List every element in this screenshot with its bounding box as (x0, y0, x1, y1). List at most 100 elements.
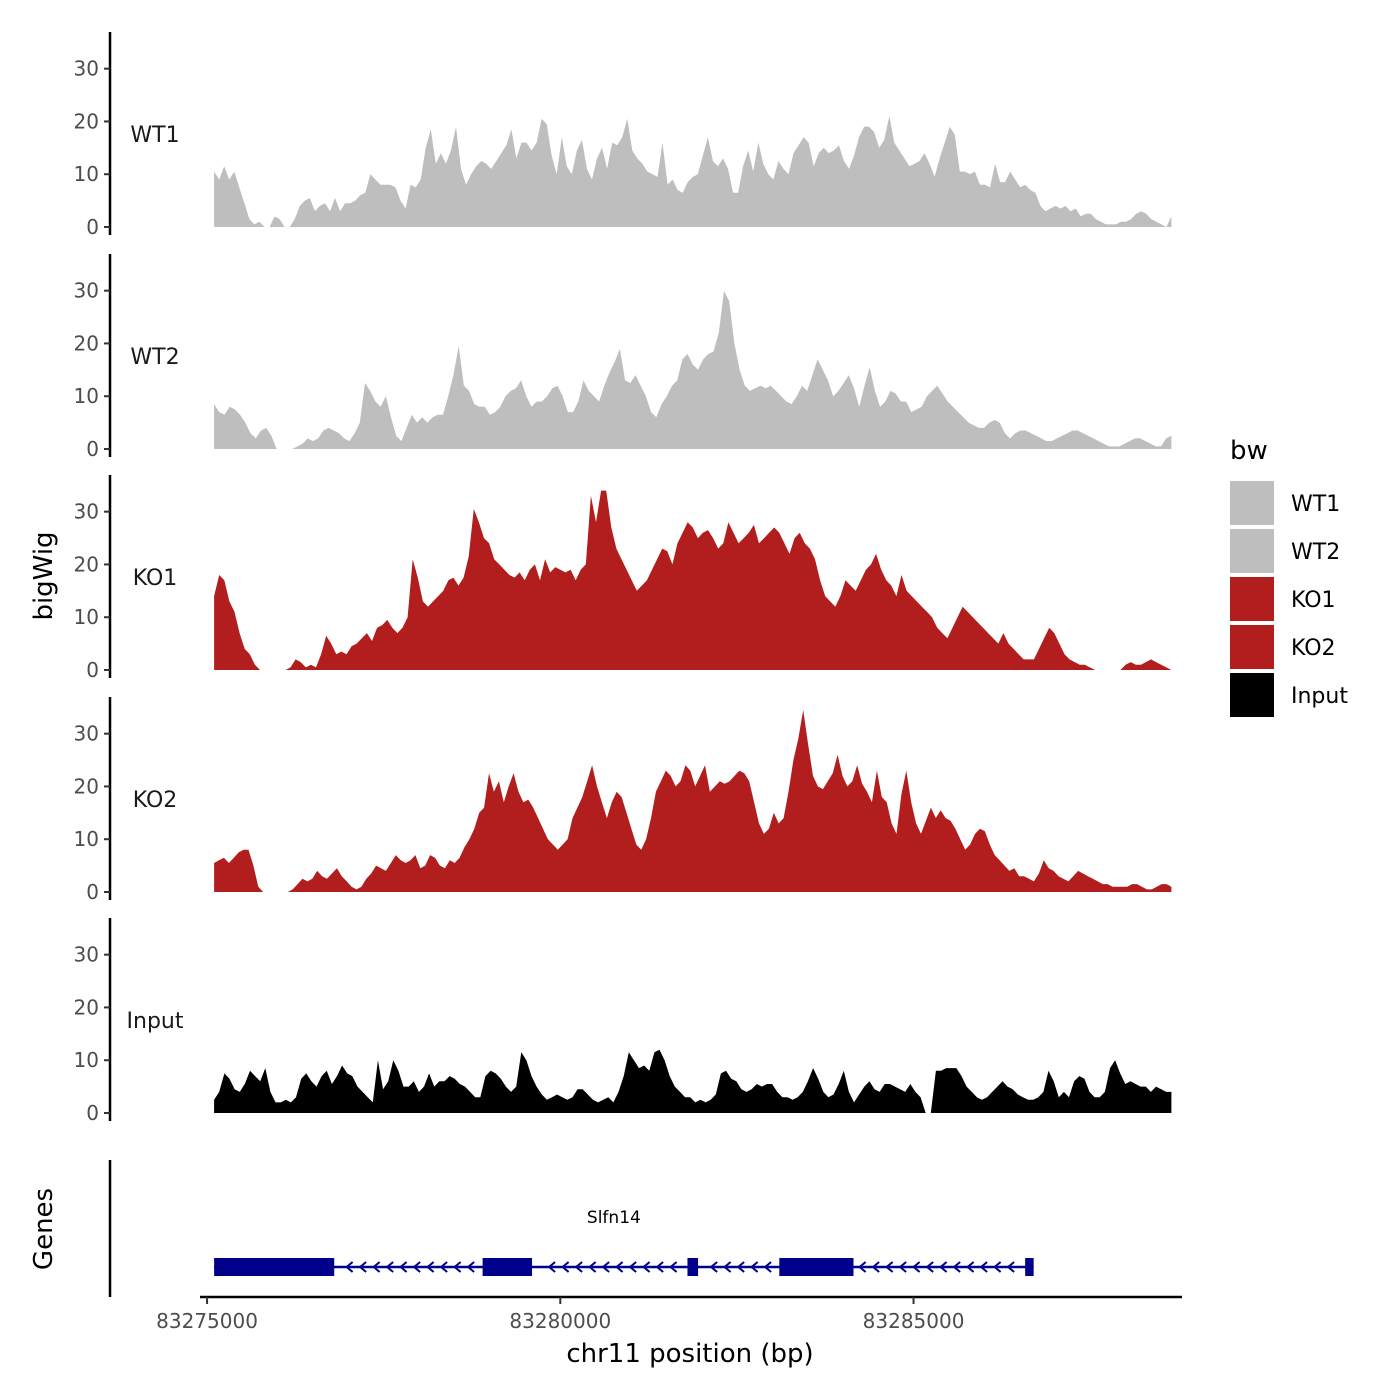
y-tick-label-ko1-10: 10 (74, 605, 99, 629)
gene-strand-chevron (966, 1261, 975, 1273)
gene-strand-chevron (439, 1261, 448, 1273)
track-label-wt1: WT1 (130, 123, 179, 148)
area-wt2 (214, 290, 1172, 449)
y-tick-label-input-0: 0 (86, 1101, 99, 1125)
legend-swatch-input (1228, 671, 1276, 719)
track-ko1: 0 10 20 30 KO1 (74, 475, 1172, 682)
gene-strand-chevron (1006, 1261, 1015, 1273)
gene-strand-chevron (372, 1261, 381, 1273)
legend-label-wt1: WT1 (1291, 492, 1340, 517)
legend-swatch-ko1 (1228, 575, 1276, 623)
gene-strand-chevron (723, 1261, 732, 1273)
track-label-ko2: KO2 (133, 788, 178, 813)
track-wt2: 0 10 20 30 WT2 (74, 254, 1172, 461)
y-tick-label-ko1-30: 30 (74, 500, 99, 524)
gene-strand-chevron (750, 1261, 759, 1273)
gene-exon-2 (482, 1258, 533, 1276)
gene-strand-chevron (385, 1261, 394, 1273)
gene-name-label: Slfn14 (587, 1208, 641, 1228)
y-tick-label-input-20: 20 (74, 995, 99, 1019)
y-tick-label-ko2-30: 30 (74, 722, 99, 746)
area-ko1 (214, 490, 1172, 670)
y-tick-label-wt2-20: 20 (74, 331, 99, 355)
legend-swatch-wt2 (1228, 527, 1276, 575)
y-tick-label-wt1-30: 30 (74, 57, 99, 81)
gene-strand-chevron (979, 1261, 988, 1273)
y-tick-label-ko2-0: 0 (86, 880, 99, 904)
gene-strand-chevron (858, 1261, 867, 1273)
y-tick-label-ko2-10: 10 (74, 827, 99, 851)
gene-track: Slfn14 (108, 1160, 1034, 1297)
gene-strand-chevron (709, 1261, 718, 1273)
track-wt1: 0 10 20 30 WT1 (74, 32, 1172, 239)
y-tick-label-input-10: 10 (74, 1048, 99, 1072)
gene-strand-chevron (628, 1261, 637, 1273)
gene-strand-chevron (993, 1261, 1002, 1273)
y-axis-title: bigWig (29, 531, 59, 620)
y-tick-label-wt1-10: 10 (74, 162, 99, 186)
y-tick-label-ko1-20: 20 (74, 552, 99, 576)
y-tick-label-wt1-20: 20 (74, 109, 99, 133)
legend: bw WT1 WT2 KO1 KO2 Input (1228, 436, 1348, 719)
area-wt1 (214, 116, 1172, 227)
gene-strand-chevron (588, 1261, 597, 1273)
y-tick-label-wt2-0: 0 (86, 437, 99, 461)
x-tick-label-83275000: 83275000 (156, 1309, 258, 1333)
y-tick-label-input-30: 30 (74, 943, 99, 967)
x-axis-title: chr11 position (bp) (566, 1339, 813, 1369)
gene-exon-1 (214, 1258, 335, 1276)
legend-label-input: Input (1291, 684, 1348, 709)
area-ko2 (214, 709, 1172, 892)
legend-title: bw (1230, 436, 1268, 466)
x-axis: 83275000 83280000 83285000 (156, 1295, 1182, 1333)
x-tick-label-83285000: 83285000 (863, 1309, 965, 1333)
gene-strand-chevron (925, 1261, 934, 1273)
track-ko2: 0 10 20 30 KO2 (74, 697, 1172, 904)
legend-swatch-ko2 (1228, 623, 1276, 671)
gene-strand-chevron (898, 1261, 907, 1273)
y-tick-label-ko2-20: 20 (74, 774, 99, 798)
legend-label-wt2: WT2 (1291, 540, 1340, 565)
coverage-tracks: 0 10 20 30 WT1 0 10 20 30 WT2 0 10 20 30 KO1 0 10 20 30 KO2… (74, 32, 1172, 1125)
gene-strand-chevron (736, 1261, 745, 1273)
y-tick-label-wt2-30: 30 (74, 279, 99, 303)
gene-strand-chevron (412, 1261, 421, 1273)
gene-strand-chevron (466, 1261, 475, 1273)
gene-strand-chevron (912, 1261, 921, 1273)
gene-exon-4 (779, 1258, 854, 1276)
track-input: 0 10 20 30 Input (74, 918, 1172, 1125)
gene-strand-chevron (453, 1261, 462, 1273)
gene-strand-chevron (561, 1261, 570, 1273)
legend-swatch-wt1 (1228, 479, 1276, 527)
y-tick-label-wt1-0: 0 (86, 215, 99, 239)
x-tick-label-83280000: 83280000 (509, 1309, 611, 1333)
track-label-input: Input (127, 1009, 184, 1034)
genes-axis-title: Genes (29, 1188, 59, 1270)
gene-strand-chevron (763, 1261, 772, 1273)
gene-strand-chevron (642, 1261, 651, 1273)
gene-strand-chevron (939, 1261, 948, 1273)
gene-exon-3 (687, 1258, 699, 1276)
gene-strand-chevron (885, 1261, 894, 1273)
gene-exon-5 (1025, 1258, 1034, 1276)
y-tick-label-wt2-10: 10 (74, 384, 99, 408)
track-label-wt2: WT2 (130, 345, 179, 370)
gene-strand-chevron (655, 1261, 664, 1273)
gene-strand-chevron (399, 1261, 408, 1273)
gene-strand-chevron (871, 1261, 880, 1273)
gene-strand-chevron (952, 1261, 961, 1273)
legend-label-ko1: KO1 (1291, 588, 1336, 613)
gene-strand-chevron (574, 1261, 583, 1273)
gene-strand-chevron (358, 1261, 367, 1273)
gene-strand-chevron (615, 1261, 624, 1273)
track-label-ko1: KO1 (133, 566, 178, 591)
gene-strand-chevron (345, 1261, 354, 1273)
gene-strand-chevron (669, 1261, 678, 1273)
gene-strand-chevron (547, 1261, 556, 1273)
area-input (214, 1049, 1172, 1113)
legend-label-ko2: KO2 (1291, 636, 1336, 661)
y-tick-label-ko1-0: 0 (86, 658, 99, 682)
gene-strand-chevron (601, 1261, 610, 1273)
gene-strand-chevron (426, 1261, 435, 1273)
